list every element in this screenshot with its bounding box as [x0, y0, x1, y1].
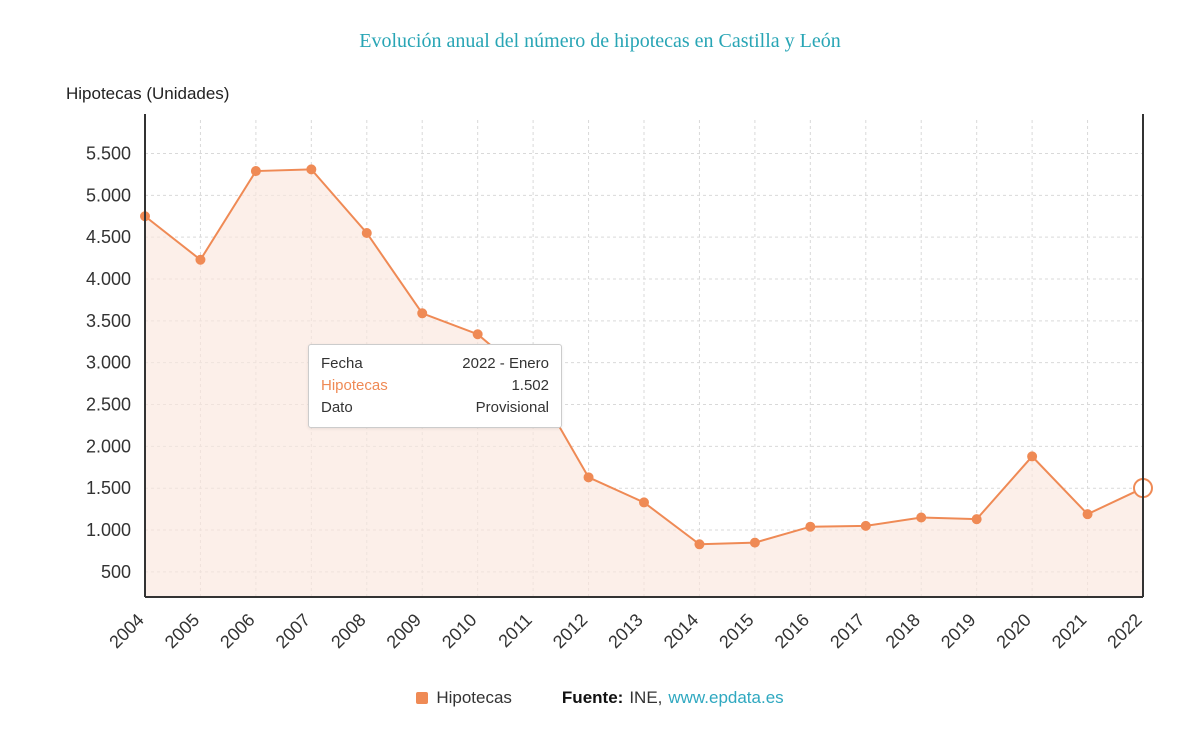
x-tick-label: 2006 [216, 610, 258, 652]
data-point[interactable] [694, 539, 705, 550]
x-tick-label: 2015 [715, 610, 757, 652]
data-point[interactable] [195, 254, 206, 265]
x-tick-label: 2022 [1103, 610, 1145, 652]
chart-title: Evolución anual del número de hipotecas … [359, 30, 841, 52]
y-tick-label: 5.000 [86, 185, 131, 205]
y-axis-title: Hipotecas (Unidades) [66, 84, 230, 103]
y-tick-label: 1.000 [86, 520, 131, 540]
x-tick-label: 2007 [272, 610, 314, 652]
data-point[interactable] [417, 308, 428, 319]
tooltip-value: 1.502 [511, 377, 549, 394]
legend-item-hipotecas[interactable]: Hipotecas [416, 688, 512, 708]
x-tick-label: 2016 [771, 610, 813, 652]
y-tick-label: 2.000 [86, 436, 131, 456]
data-point[interactable] [916, 512, 927, 523]
legend-series-label: Hipotecas [436, 688, 512, 707]
series-area-fill [145, 169, 1143, 597]
data-point[interactable] [971, 514, 982, 525]
data-point[interactable] [1027, 451, 1038, 462]
x-tick-label: 2008 [327, 610, 369, 652]
data-point[interactable] [1082, 509, 1093, 520]
data-point[interactable] [583, 472, 594, 483]
tooltip-label: Hipotecas [321, 377, 388, 394]
data-point[interactable] [472, 329, 483, 340]
line-chart-canvas[interactable]: 500 1.000 1.500 2.000 2.500 3.000 3.500 4.000 4.… [0, 108, 1200, 668]
x-tick-label: 2004 [105, 610, 147, 652]
y-tick-label: 3.000 [86, 353, 131, 373]
data-point[interactable] [250, 166, 261, 177]
source-name: INE, [629, 688, 663, 707]
x-tick-label: 2009 [383, 610, 425, 652]
x-tick-label: 2020 [992, 610, 1034, 652]
data-point[interactable] [805, 521, 816, 532]
data-point[interactable] [306, 164, 317, 175]
source-label: Fuente: [561, 688, 624, 707]
x-tick-label: 2017 [826, 610, 868, 652]
y-tick-label: 4.500 [86, 227, 131, 247]
x-tick-label: 2014 [660, 610, 702, 652]
x-tick-label: 2018 [882, 610, 924, 652]
x-tick-label: 2013 [604, 610, 646, 652]
data-point[interactable] [749, 537, 760, 548]
y-tick-label: 1.500 [86, 478, 131, 498]
chart-area[interactable]: 500 1.000 1.500 2.000 2.500 3.000 3.500 4.000 4.… [0, 108, 1200, 668]
chart-legend: Hipotecas Fuente: INE, www.epdata.es [0, 688, 1200, 708]
tooltip-value: Provisional [475, 399, 549, 416]
y-tick-label: 3.500 [86, 311, 131, 331]
data-point[interactable] [639, 497, 649, 508]
x-tick-label: 2011 [494, 610, 536, 652]
source-link[interactable]: www.epdata.es [668, 688, 784, 707]
data-point[interactable] [361, 227, 372, 238]
tooltip-label: Dato [321, 399, 353, 416]
tooltip-row-dato: Dato Provisional [321, 397, 549, 419]
y-tick-label: 5.500 [86, 143, 131, 163]
x-tick-label: 2005 [161, 610, 203, 652]
data-point[interactable] [860, 520, 871, 531]
tooltip-label: Fecha [321, 355, 363, 372]
tooltip-value: 2022 - Enero [462, 355, 549, 372]
tooltip-row-hipotecas: Hipotecas 1.502 [321, 375, 549, 397]
tooltip-row-fecha: Fecha 2022 - Enero [321, 353, 549, 375]
x-tick-label: 2021 [1048, 610, 1090, 652]
source-attribution: Fuente: INE, www.epdata.es [562, 688, 784, 708]
x-tick-label: 2019 [937, 610, 979, 652]
chart-tooltip: Fecha 2022 - Enero Hipotecas 1.502 Dato … [308, 344, 562, 428]
y-tick-label: 4.000 [86, 269, 131, 289]
y-tick-label: 500 [101, 562, 131, 582]
x-tick-label: 2012 [549, 610, 591, 652]
x-tick-label: 2010 [438, 610, 480, 652]
legend-series-marker-icon [416, 692, 429, 704]
y-tick-label: 2.500 [86, 395, 131, 415]
